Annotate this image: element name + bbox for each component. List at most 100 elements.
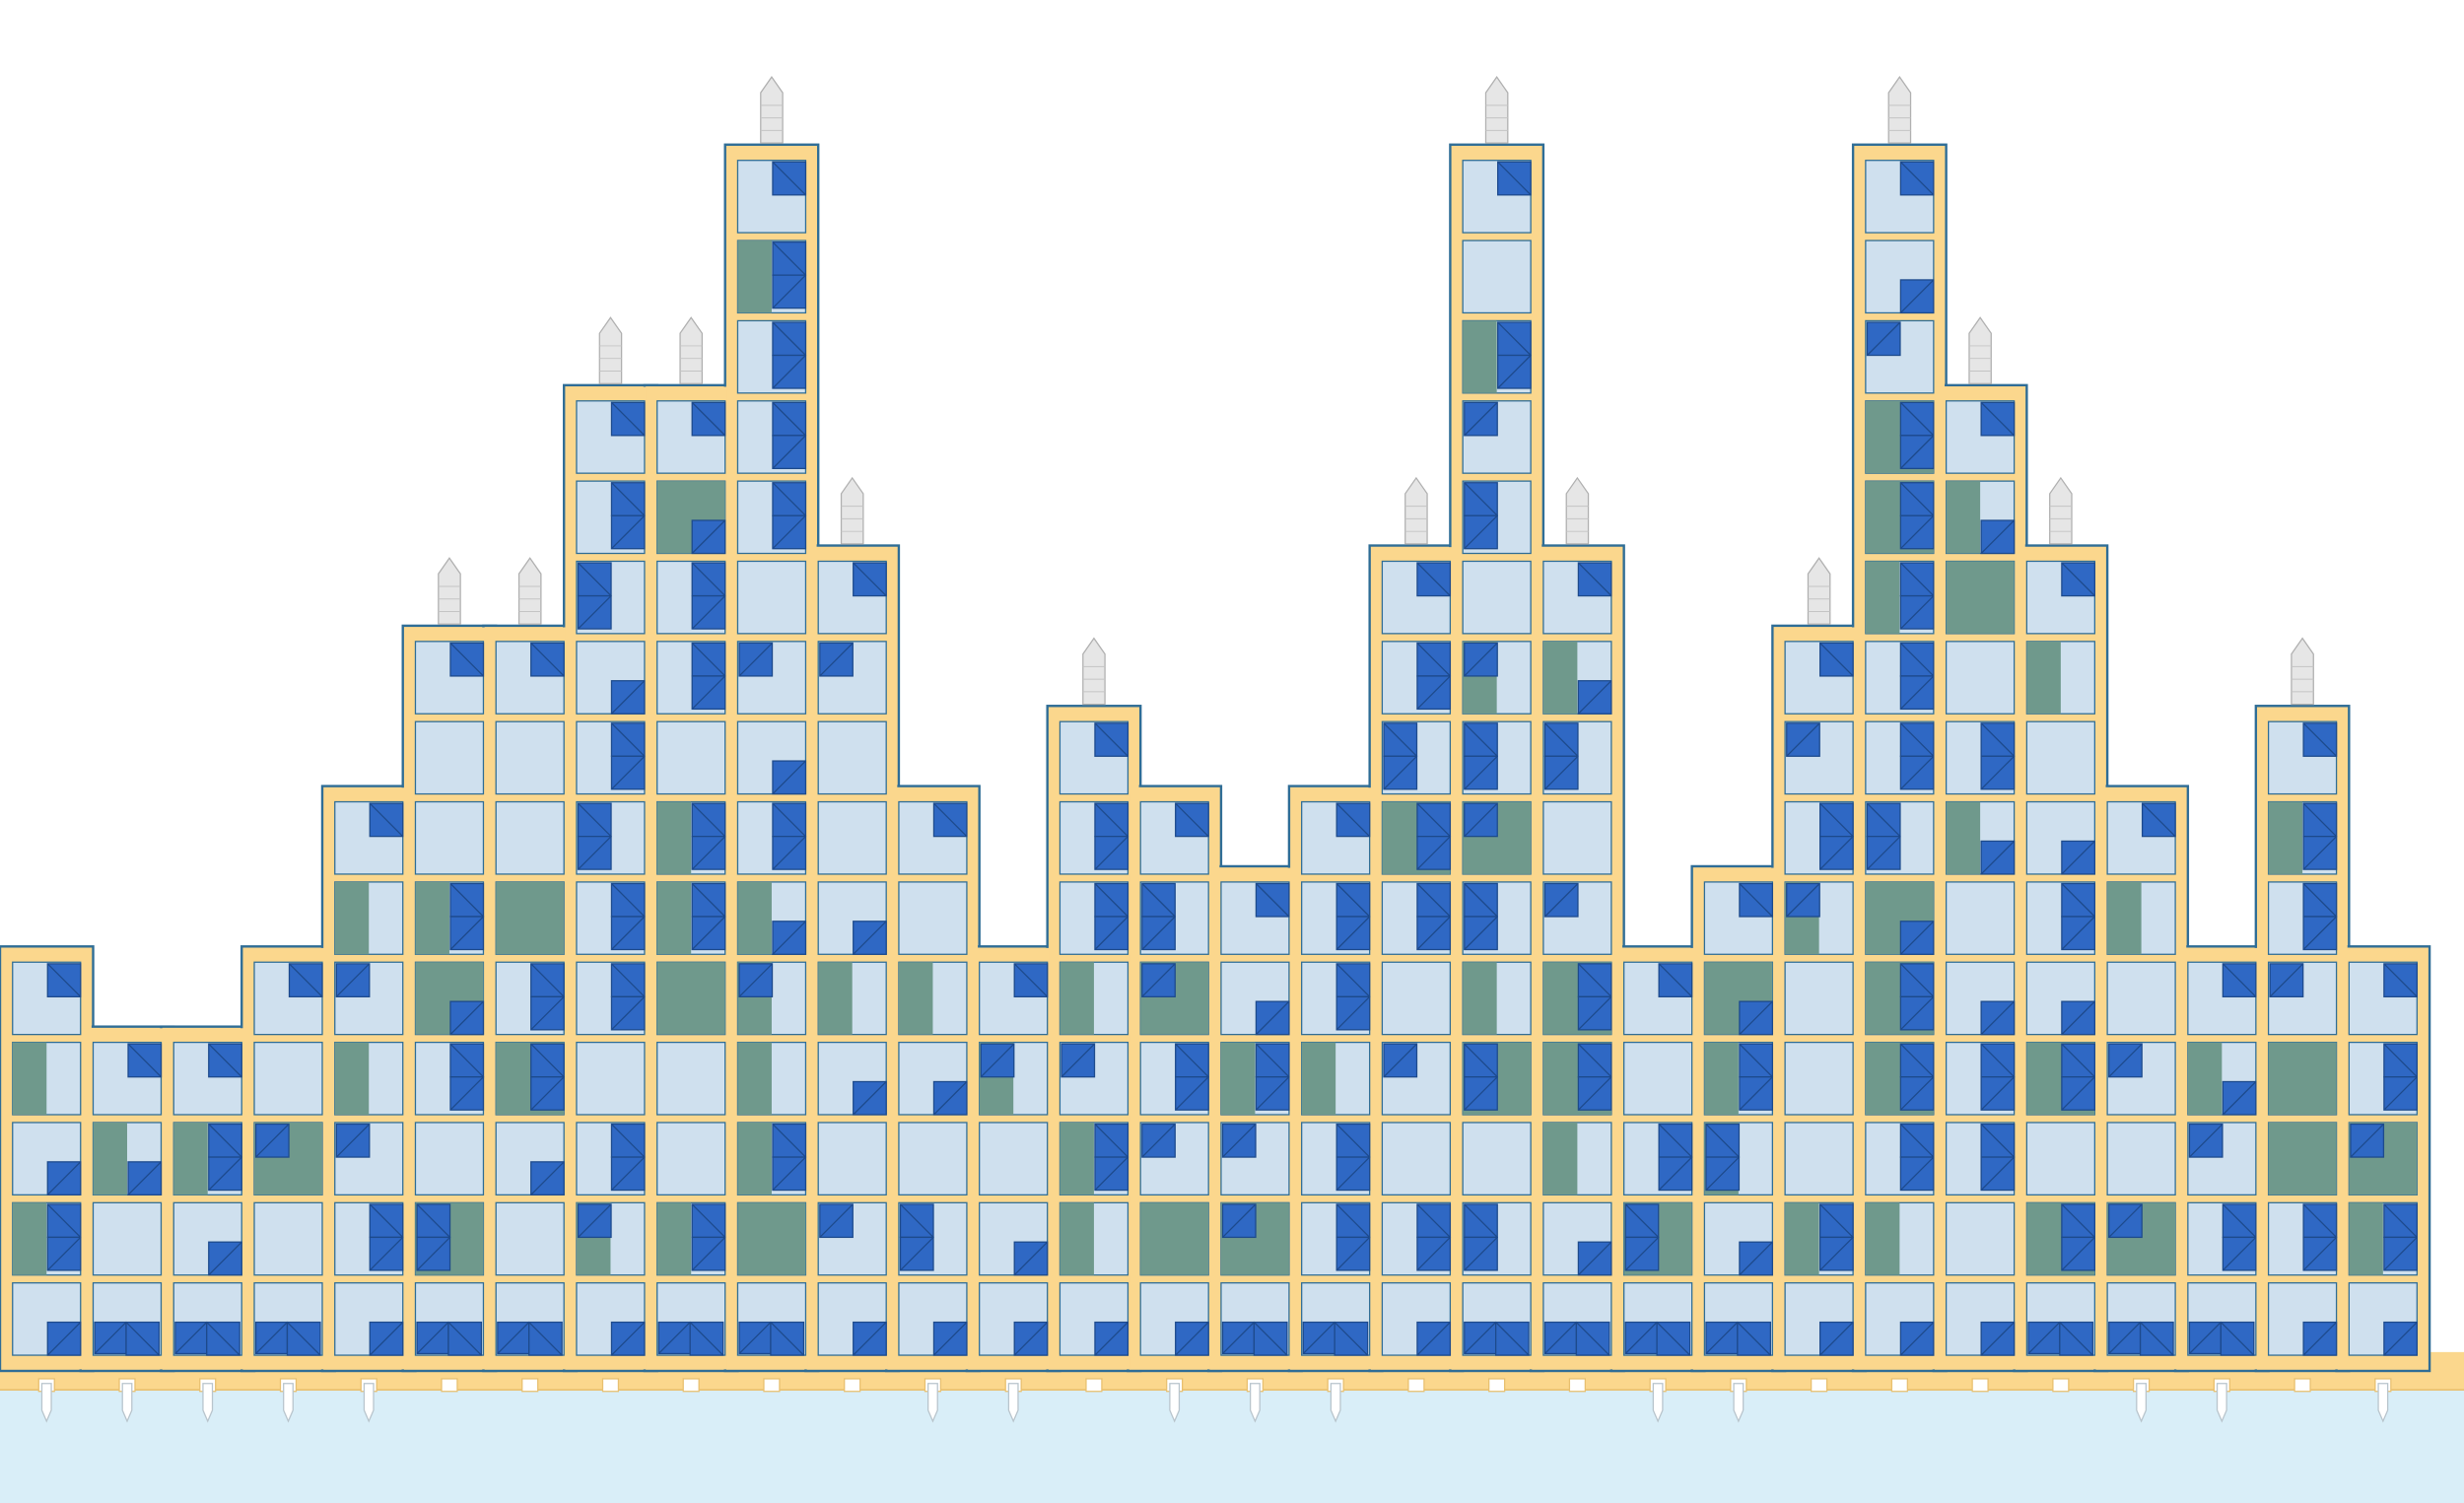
window-diagonal — [691, 802, 726, 838]
window-diagonal — [689, 1322, 724, 1356]
window-diagonal — [46, 1161, 82, 1196]
window-diagonal — [1416, 1203, 1451, 1238]
window-diagonal — [530, 1076, 565, 1111]
window-diagonal — [1899, 675, 1935, 710]
window-diagonal — [449, 1043, 484, 1078]
window-diagonal — [1739, 1043, 1773, 1078]
window-diagonal — [772, 514, 806, 550]
spire — [1082, 637, 1106, 706]
window-diagonal — [416, 1203, 451, 1238]
window-diagonal — [2302, 916, 2338, 950]
pile — [2377, 1383, 2389, 1423]
window-diagonal — [1094, 836, 1129, 870]
window-diagonal — [1577, 963, 1612, 997]
window-diagonal — [1255, 883, 1290, 918]
room — [736, 720, 807, 795]
window-diagonal — [900, 1203, 934, 1238]
pile — [363, 1383, 375, 1423]
window-diagonal — [2350, 1124, 2384, 1158]
window-diagonal — [1094, 916, 1129, 950]
window-diagonal — [1416, 883, 1451, 918]
window-diagonal — [1255, 1076, 1290, 1111]
window-diagonal — [369, 1236, 404, 1271]
notch — [844, 1378, 861, 1393]
window-diagonal — [335, 963, 371, 997]
window-diagonal — [1577, 1241, 1612, 1276]
window-diagonal — [691, 562, 726, 597]
window-diagonal — [691, 519, 726, 554]
green-panel — [1301, 1042, 1336, 1115]
green-panel — [737, 1042, 772, 1115]
window-diagonal — [1739, 1241, 1773, 1276]
window-diagonal — [1899, 482, 1935, 516]
window-diagonal — [853, 1322, 887, 1356]
window-diagonal — [1980, 1000, 2016, 1036]
window-diagonal — [1013, 963, 1049, 997]
window-diagonal — [174, 1322, 208, 1354]
green-panel — [656, 1202, 692, 1275]
window-diagonal — [772, 274, 806, 309]
pile — [1007, 1383, 1019, 1423]
window-diagonal — [772, 802, 806, 838]
window-diagonal — [578, 802, 612, 838]
window-diagonal — [738, 963, 773, 997]
spire — [1404, 476, 1428, 545]
window-diagonal — [1577, 680, 1612, 715]
room — [817, 1122, 887, 1196]
green-panel — [737, 1202, 806, 1275]
window-diagonal — [1575, 1322, 1610, 1356]
green-panel — [656, 962, 725, 1035]
window-diagonal — [127, 1043, 162, 1078]
window-diagonal — [1094, 1156, 1129, 1192]
notch — [1890, 1378, 1908, 1393]
window-diagonal — [1658, 1124, 1693, 1158]
window-diagonal — [1302, 1322, 1335, 1354]
window-diagonal — [1335, 995, 1371, 1031]
green-panel — [656, 801, 692, 874]
green-panel — [2349, 1202, 2383, 1275]
window-diagonal — [46, 1203, 82, 1238]
notch — [1085, 1378, 1103, 1393]
window-diagonal — [1899, 1156, 1935, 1192]
green-panel — [334, 881, 370, 955]
room — [414, 800, 485, 875]
spire — [1968, 316, 1992, 384]
room — [1381, 1122, 1452, 1196]
room — [1945, 881, 2016, 955]
window-diagonal — [1705, 1322, 1739, 1354]
window-diagonal — [1819, 1203, 1854, 1238]
window-diagonal — [1416, 642, 1451, 677]
window-diagonal — [2220, 1322, 2255, 1356]
window-diagonal — [2061, 916, 2095, 950]
room — [495, 1201, 565, 1276]
window-diagonal — [1464, 755, 1498, 790]
window-diagonal — [1335, 1236, 1371, 1271]
window-diagonal — [1899, 1322, 1935, 1356]
window-diagonal — [1335, 1156, 1371, 1192]
window-diagonal — [691, 675, 726, 710]
green-panel — [1946, 481, 1981, 554]
window-diagonal — [1899, 642, 1935, 677]
window-diagonal — [1899, 1076, 1935, 1111]
spire — [598, 316, 623, 384]
window-diagonal — [657, 1322, 691, 1354]
window-diagonal — [2383, 1043, 2418, 1078]
window-diagonal — [125, 1322, 160, 1356]
window-diagonal — [611, 1322, 646, 1356]
spire — [760, 76, 784, 144]
window-diagonal — [2061, 1076, 2095, 1111]
window-diagonal — [1899, 562, 1935, 597]
spire — [1565, 476, 1590, 545]
window-diagonal — [2061, 840, 2095, 875]
window-diagonal — [449, 1076, 484, 1111]
green-panel — [1140, 1202, 1209, 1275]
window-diagonal — [2027, 1322, 2061, 1354]
room — [2025, 720, 2095, 795]
window-diagonal — [2383, 963, 2418, 997]
room — [656, 1122, 726, 1196]
window-diagonal — [1464, 883, 1498, 918]
window-diagonal — [772, 1124, 806, 1158]
window-diagonal — [772, 355, 806, 389]
window-diagonal — [2383, 1322, 2418, 1356]
window-diagonal — [738, 1322, 772, 1354]
